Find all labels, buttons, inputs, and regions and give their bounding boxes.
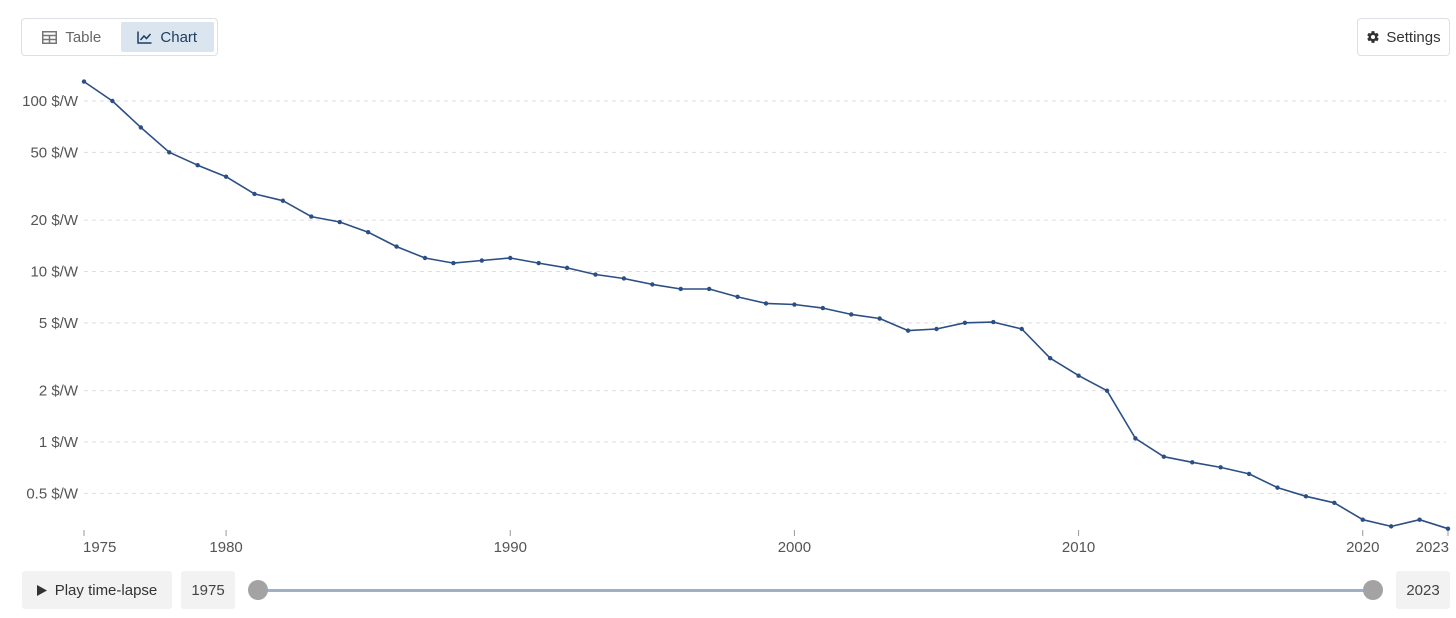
data-point[interactable] <box>650 282 655 287</box>
y-tick-label: 20 $/W <box>30 212 78 229</box>
data-point[interactable] <box>195 163 200 168</box>
settings-button[interactable]: Settings <box>1357 18 1450 56</box>
data-point[interactable] <box>1076 373 1081 378</box>
data-point[interactable] <box>820 305 826 311</box>
x-tick-label: 2010 <box>1062 539 1095 556</box>
data-point[interactable] <box>763 301 769 306</box>
data-point[interactable] <box>1275 485 1280 490</box>
x-tick-label: 2020 <box>1346 539 1379 556</box>
data-point[interactable] <box>167 150 172 155</box>
data-point[interactable] <box>280 198 286 203</box>
data-point[interactable] <box>451 260 456 266</box>
timeline-start-handle[interactable] <box>248 580 268 600</box>
start-year-label: 1975 <box>181 571 235 609</box>
data-point[interactable] <box>564 265 570 271</box>
y-tick-label: 50 $/W <box>30 144 78 161</box>
data-point[interactable] <box>422 255 428 261</box>
tab-table-label: Table <box>65 28 102 46</box>
y-axis: 0.5 $/W 1 $/W 2 $/W 5 $/W 10 $/W 20 $/W 50 $/W… <box>22 93 79 502</box>
timeline-slider-track[interactable] <box>258 589 1373 592</box>
data-point[interactable] <box>1104 388 1110 393</box>
data-point[interactable] <box>536 260 541 266</box>
x-tick-label: 1975 <box>83 539 116 556</box>
data-point[interactable] <box>1246 471 1252 477</box>
x-tick-label: 1980 <box>209 539 242 556</box>
data-point[interactable] <box>678 286 683 292</box>
x-axis: 1975 1980 1990 2000 2010 2020 2023 <box>83 530 1449 556</box>
data-point[interactable] <box>1047 356 1053 361</box>
data-point[interactable] <box>621 276 627 281</box>
settings-label: Settings <box>1386 28 1441 46</box>
data-point[interactable] <box>365 230 371 235</box>
play-icon <box>36 584 47 596</box>
table-icon <box>42 30 58 44</box>
data-point[interactable] <box>252 191 257 197</box>
data-point[interactable] <box>1019 326 1024 332</box>
tab-table[interactable]: Table <box>25 22 119 52</box>
x-tick-label: 1990 <box>494 539 527 556</box>
data-point[interactable] <box>110 98 115 104</box>
data-point[interactable] <box>479 258 485 263</box>
tab-chart[interactable]: Chart <box>120 22 214 52</box>
y-tick-label: 100 $/W <box>22 93 79 110</box>
timeline-end-handle[interactable] <box>1363 580 1383 600</box>
data-point[interactable] <box>508 255 513 261</box>
data-point[interactable] <box>905 328 911 333</box>
y-tick-label: 2 $/W <box>39 383 79 400</box>
data-point[interactable] <box>962 320 968 326</box>
data-point[interactable] <box>81 79 87 84</box>
data-point[interactable] <box>1218 465 1223 470</box>
data-point[interactable] <box>849 312 854 317</box>
data-point[interactable] <box>1190 460 1195 465</box>
y-tick-label: 0.5 $/W <box>26 485 79 502</box>
data-point[interactable] <box>138 125 144 130</box>
timeline-controls: Play time-lapse 1975 2023 <box>0 571 1456 609</box>
data-point[interactable] <box>394 244 399 249</box>
play-timelapse-button[interactable]: Play time-lapse <box>22 571 172 609</box>
line-chart-icon <box>137 31 152 44</box>
y-tick-label: 5 $/W <box>39 315 79 332</box>
gear-icon <box>1367 31 1380 43</box>
data-point[interactable] <box>337 219 342 225</box>
data-point[interactable] <box>706 286 712 292</box>
data-point[interactable] <box>1133 436 1138 441</box>
data-point[interactable] <box>877 316 882 321</box>
y-tick-label: 10 $/W <box>30 264 78 281</box>
data-point[interactable] <box>1445 526 1451 531</box>
tab-chart-label: Chart <box>160 28 198 46</box>
view-toggle: Table Chart <box>21 18 218 56</box>
data-point[interactable] <box>1388 524 1394 529</box>
data-point[interactable] <box>223 174 229 179</box>
end-year-label: 2023 <box>1396 571 1450 609</box>
x-tick-label: 2000 <box>778 539 811 556</box>
data-point[interactable] <box>1360 517 1365 522</box>
data-point[interactable] <box>792 302 797 307</box>
play-timelapse-label: Play time-lapse <box>54 581 158 599</box>
data-point[interactable] <box>1303 494 1309 499</box>
data-point[interactable] <box>1417 517 1422 522</box>
series <box>81 79 1451 531</box>
data-point[interactable] <box>1332 500 1337 505</box>
data-point[interactable] <box>735 294 740 300</box>
x-tick-label: 2023 <box>1416 539 1449 556</box>
y-tick-label: 1 $/W <box>39 434 79 451</box>
data-point[interactable] <box>991 319 996 325</box>
data-point[interactable] <box>309 214 314 219</box>
data-point[interactable] <box>1161 454 1167 459</box>
data-point[interactable] <box>934 326 939 332</box>
data-point[interactable] <box>593 272 598 277</box>
gridlines <box>84 100 1446 494</box>
